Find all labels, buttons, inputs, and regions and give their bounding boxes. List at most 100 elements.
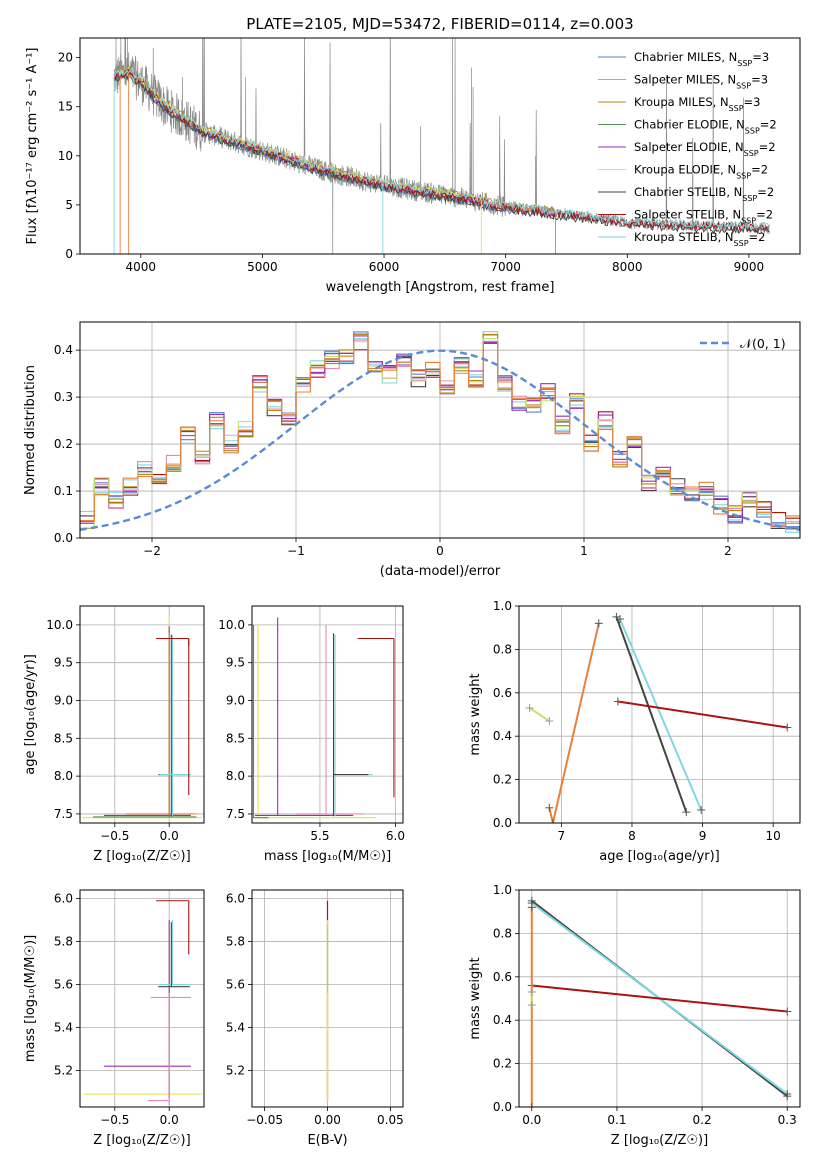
- axes-frame: [79, 37, 801, 255]
- x-tick-label: −0.5: [100, 1113, 129, 1127]
- age_weight-series-0: [529, 707, 550, 722]
- legend-entry: 𝒩(0, 1): [740, 336, 786, 351]
- x-tick-label: 2: [724, 544, 732, 558]
- y-tick-label: 20: [58, 51, 73, 65]
- ticks: 4000 5000 6000 7000 8000 9000 0 5 10 15 20 waveleng…: [25, 48, 764, 296]
- y-tick-label: 0.8: [493, 642, 512, 656]
- y-tick-label: 5.8: [54, 935, 73, 949]
- age_weight-series-1: [548, 623, 600, 823]
- legend-entry: Chabrier ELODIE, NSSP=2: [634, 118, 777, 136]
- y-tick-label: 0.8: [493, 926, 512, 940]
- y-tick-label: 10.0: [46, 618, 73, 632]
- spectrum-panel: Chabrier MILES, NSSP=3 Salpeter MILES, NS…: [25, 37, 801, 296]
- x-axis-label: wavelength [Angstrom, rest frame]: [326, 280, 555, 295]
- x-axis-label: E(B-V): [307, 1133, 347, 1148]
- x-axis-label: (data-model)/error: [380, 564, 501, 579]
- x-tick-label: 0.0: [522, 1113, 541, 1127]
- x-tick-label: 5.5: [310, 829, 329, 843]
- plot-content: [84, 900, 202, 1105]
- legend-sub: SSP: [734, 239, 749, 248]
- legend-sub: SSP: [741, 216, 756, 225]
- residuals-panel: 𝒩(0, 1) −2 −1 0 1 2 0.0 0.1 0.2 0.3 0.4 (data-model…: [23, 321, 801, 579]
- x-tick-label: 0.3: [778, 1113, 797, 1127]
- y-axis-label: age [log₁₀(age/yr)]: [23, 654, 38, 775]
- legend-entry: Salpeter STELIB, NSSP=2: [634, 208, 773, 226]
- legend-rest: =3: [751, 73, 768, 87]
- model-line-kroupa-stelib: [113, 67, 770, 230]
- figure-title: PLATE=2105, MJD=53472, FIBERID=0114, z=0…: [246, 15, 633, 33]
- y-tick-label: 7.5: [54, 807, 73, 821]
- axes-frame: [251, 605, 404, 824]
- y-tick-label: 15: [58, 100, 73, 114]
- legend-entry: Salpeter MILES, NSSP=3: [634, 73, 768, 91]
- legend-entry: Salpeter ELODIE, NSSP=2: [634, 140, 776, 158]
- mass-age-panel: 5.5 6.0 7.5 8.0 8.5 9.0 9.5 10.0 mass [log₁₀(M/M…: [218, 605, 405, 864]
- axes-frame: [79, 889, 205, 1108]
- legend-sub: SSP: [736, 81, 751, 90]
- legend-sub: SSP: [737, 59, 752, 68]
- ticks: −0.05 0.00 0.05 5.2 5.4 5.6 5.8 6.0 E(B-V): [226, 892, 404, 1148]
- y-axis-label: Normed distribution: [23, 365, 38, 495]
- x-tick-label: 8000: [612, 260, 643, 274]
- ticks: 0.0 0.1 0.2 0.3 0.0 0.2 0.4 0.6 0.8 1.0 Z [log₁₀(Z…: [468, 883, 797, 1148]
- x-axis-label: Z [log₁₀(Z/Z☉)]: [93, 849, 190, 864]
- y-tick-label: 0.6: [493, 686, 512, 700]
- legend-sub: SSP: [736, 171, 751, 180]
- legend: Chabrier MILES, NSSP=3 Salpeter MILES, NS…: [598, 50, 777, 248]
- y-tick-label: 5.6: [226, 978, 245, 992]
- legend-entry: Kroupa ELODIE, NSSP=2: [634, 163, 768, 181]
- ebv-mass-panel: −0.05 0.00 0.05 5.2 5.4 5.6 5.8 6.0 E(B-V): [226, 889, 404, 1148]
- model-line-chabrier-stelib: [113, 72, 770, 235]
- legend-sub: SSP: [742, 194, 757, 203]
- y-tick-label: 0.4: [54, 343, 73, 357]
- x-tick-label: 0.05: [377, 1113, 404, 1127]
- y-tick-label: 0.2: [493, 1057, 512, 1071]
- y-tick-label: 0: [65, 247, 73, 261]
- y-tick-label: 0.0: [493, 1100, 512, 1114]
- x-tick-label: 5000: [247, 260, 278, 274]
- age_weight-series-3: [619, 618, 703, 811]
- x-tick-label: 7000: [490, 260, 521, 274]
- legend-rest: =2: [756, 208, 773, 222]
- y-tick-label: 0.0: [493, 816, 512, 830]
- x-tick-label: 0.00: [314, 1113, 341, 1127]
- x-tick-label: 0.0: [160, 829, 179, 843]
- y-tick-label: 1.0: [493, 883, 512, 897]
- x-axis-label: mass [log₁₀(M/M☉)]: [264, 849, 391, 864]
- axes-frame: [79, 605, 205, 824]
- y-tick-label: 0.4: [493, 729, 512, 743]
- y-tick-label: 0.6: [493, 970, 512, 984]
- y-axis-label: Flux [fλ10⁻¹⁷ erg cm⁻² s⁻¹ A⁻¹]: [25, 48, 40, 245]
- y-tick-label: 5: [65, 198, 73, 212]
- legend-rest: =2: [760, 118, 777, 132]
- legend-rest: =2: [749, 230, 766, 244]
- axes-frame: [518, 605, 801, 824]
- ticks: −2 −1 0 1 2 0.0 0.1 0.2 0.3 0.4 (data-model)/error…: [23, 343, 732, 579]
- legend: 𝒩(0, 1): [700, 336, 786, 351]
- legend-entry: Kroupa STELIB, NSSP=2: [634, 230, 765, 248]
- x-tick-label: 9000: [734, 260, 765, 274]
- plot-content: [80, 331, 800, 533]
- x-tick-label: −1: [287, 544, 305, 558]
- x-tick-label: 6000: [369, 260, 400, 274]
- y-tick-label: 8.0: [226, 769, 245, 783]
- axes-frame: [518, 889, 801, 1108]
- y-tick-label: 5.2: [54, 1063, 73, 1077]
- y-tick-label: 7.5: [226, 807, 245, 821]
- y-tick-label: 9.0: [54, 694, 73, 708]
- x-axis-label: Z [log₁₀(Z/Z☉)]: [93, 1133, 190, 1148]
- y-tick-label: 5.6: [54, 978, 73, 992]
- model-line-kroupa-elodie: [113, 66, 481, 202]
- legend-rest: =2: [759, 140, 776, 154]
- legend-rest: =3: [752, 50, 769, 64]
- legend-sub: SSP: [745, 126, 760, 135]
- ticks: 7 8 9 10 0.0 0.2 0.4 0.6 0.8 1.0 age [log₁₀(age/yr…: [468, 599, 781, 864]
- y-tick-label: 5.4: [54, 1021, 73, 1035]
- legend-sub: SSP: [744, 149, 759, 158]
- y-axis-label: mass [log₁₀(M/M☉)]: [23, 935, 38, 1062]
- z-mass-panel: −0.5 0.0 5.2 5.4 5.6 5.8 6.0 Z [log₁₀(Z/Z☉)] mas…: [23, 889, 205, 1148]
- y-tick-label: 0.3: [54, 390, 73, 404]
- x-axis-label: age [log₁₀(age/yr)]: [599, 849, 720, 864]
- y-tick-label: 5.2: [226, 1063, 245, 1077]
